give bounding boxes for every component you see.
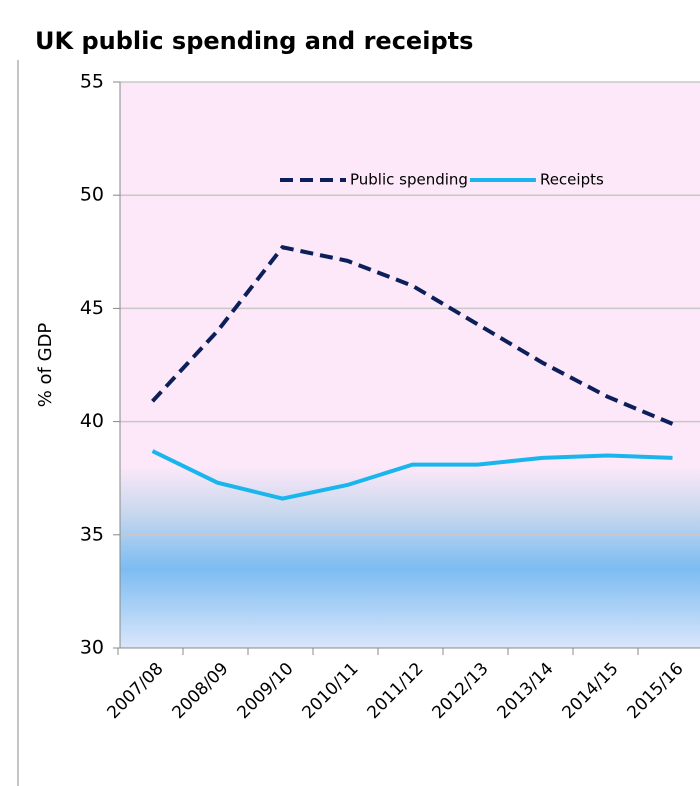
y-tick-label: 55 [80,71,104,93]
plot-area [120,82,700,648]
y-tick-label: 40 [80,410,104,432]
x-tick-label: 2011/12 [363,659,427,723]
y-tick-label: 45 [80,297,104,319]
y-tick-label: 50 [80,184,104,206]
x-tick-label: 2008/09 [168,659,232,723]
y-tick-label: 30 [80,637,104,659]
x-tick-label: 2013/14 [493,659,557,723]
x-tick-label: 2010/11 [298,659,362,723]
x-tick-label: 2009/10 [233,659,297,723]
x-tick-label: 2012/13 [428,659,492,723]
chart-title: UK public spending and receipts [35,27,473,55]
x-tick-label: 2015/16 [623,659,687,723]
legend-label: Public spending [350,171,468,189]
x-tick-label: 2007/08 [103,659,167,723]
y-axis-label: % of GDP [35,323,56,408]
series-line [151,245,674,426]
x-tick-label: 2014/15 [558,659,622,723]
y-tick-label: 35 [80,523,104,545]
legend-label: Receipts [540,171,604,189]
series-line [151,449,673,501]
